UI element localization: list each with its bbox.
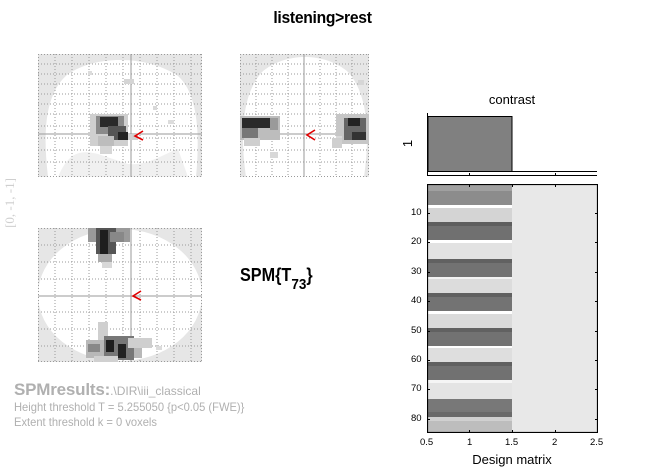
x-tick: 2.5: [590, 437, 604, 448]
figure-title: listening>rest: [273, 8, 372, 27]
glass-brain-coronal[interactable]: [240, 54, 369, 177]
y-tick: 70: [411, 383, 422, 394]
contrast-title: contrast: [488, 92, 536, 107]
contrast-plot[interactable]: [427, 113, 598, 177]
extent-threshold: Extent threshold k = 0 voxels: [14, 415, 157, 429]
statistic-label: SPM{T73}: [240, 265, 313, 293]
y-tick: 60: [411, 354, 422, 365]
results-path: .\DIR\iii_classical: [110, 384, 201, 398]
cursor-icon: [305, 129, 316, 141]
results-summary: SPMresults:.\DIR\iii_classical Height th…: [14, 380, 262, 430]
contrast-y-tick: 1: [400, 139, 416, 148]
x-tick: 1.5: [505, 437, 519, 448]
x-tick: 0.5: [420, 437, 434, 448]
y-tick: 40: [411, 295, 422, 306]
degrees-of-freedom: 73: [291, 276, 307, 293]
y-tick: 10: [411, 207, 422, 218]
cursor-icon: [133, 130, 144, 141]
glass-brain-axial[interactable]: [38, 228, 202, 362]
glass-brain-sagittal[interactable]: [38, 54, 202, 177]
y-tick: 30: [411, 266, 422, 277]
y-tick: 20: [411, 236, 422, 247]
design-matrix-plot[interactable]: [426, 183, 599, 434]
x-tick: 2: [552, 437, 558, 448]
y-tick: 80: [411, 413, 422, 424]
y-tick: 50: [411, 325, 422, 336]
results-heading: SPMresults:: [14, 380, 111, 399]
height-threshold: Height threshold T = 5.255050 {p<0.05 (F…: [14, 400, 245, 414]
statistic-prefix: SPM{T: [240, 265, 292, 285]
cursor-icon: [131, 290, 142, 301]
x-tick: 1: [467, 437, 473, 448]
statistic-suffix: }: [306, 265, 313, 285]
design-matrix-xlabel: Design matrix: [472, 452, 552, 467]
cursor-coordinates-label: [0, -1, -1]: [2, 178, 17, 228]
